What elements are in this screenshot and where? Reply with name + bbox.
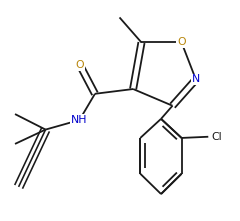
Text: O: O	[76, 60, 84, 70]
Text: NH: NH	[71, 115, 88, 125]
Text: Cl: Cl	[211, 132, 222, 142]
Text: O: O	[177, 38, 186, 48]
Text: N: N	[192, 74, 200, 84]
